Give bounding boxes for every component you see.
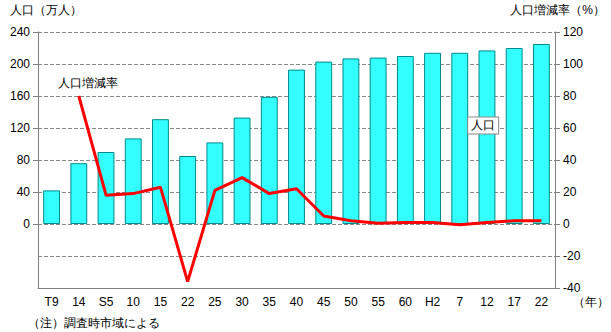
svg-text:17: 17 [508, 295, 522, 309]
svg-text:40: 40 [563, 153, 577, 167]
svg-text:60: 60 [399, 295, 413, 309]
svg-text:H2: H2 [425, 295, 441, 309]
svg-text:（年）: （年） [573, 295, 609, 309]
svg-text:45: 45 [317, 295, 331, 309]
svg-text:T9: T9 [45, 295, 59, 309]
svg-text:40: 40 [17, 185, 31, 199]
svg-text:25: 25 [208, 295, 222, 309]
svg-text:22: 22 [181, 295, 195, 309]
svg-text:人口増減率（%）: 人口増減率（%） [510, 3, 605, 17]
svg-text:人口: 人口 [471, 118, 495, 132]
svg-text:S5: S5 [99, 295, 114, 309]
svg-text:0: 0 [23, 217, 30, 231]
svg-text:80: 80 [17, 153, 31, 167]
svg-text:200: 200 [10, 57, 30, 71]
svg-text:160: 160 [10, 89, 30, 103]
svg-text:55: 55 [371, 295, 385, 309]
svg-text:10: 10 [127, 295, 141, 309]
svg-text:-20: -20 [563, 249, 581, 263]
svg-text:35: 35 [263, 295, 277, 309]
svg-text:14: 14 [72, 295, 86, 309]
svg-text:0: 0 [563, 217, 570, 231]
svg-text:60: 60 [563, 121, 577, 135]
svg-text:100: 100 [563, 57, 583, 71]
svg-text:7: 7 [456, 295, 463, 309]
svg-text:120: 120 [10, 121, 30, 135]
svg-text:人口（万人）: 人口（万人） [10, 3, 82, 17]
svg-text:50: 50 [344, 295, 358, 309]
svg-text:80: 80 [563, 89, 577, 103]
svg-text:12: 12 [480, 295, 494, 309]
svg-text:30: 30 [235, 295, 249, 309]
svg-text:（注）調査時市域による: （注）調査時市域による [28, 316, 160, 330]
svg-text:人口増減率: 人口増減率 [58, 76, 118, 90]
svg-text:22: 22 [535, 295, 549, 309]
svg-text:15: 15 [154, 295, 168, 309]
svg-text:40: 40 [290, 295, 304, 309]
svg-text:20: 20 [563, 185, 577, 199]
svg-text:120: 120 [563, 25, 583, 39]
svg-text:-40: -40 [563, 281, 581, 295]
svg-text:240: 240 [10, 25, 30, 39]
